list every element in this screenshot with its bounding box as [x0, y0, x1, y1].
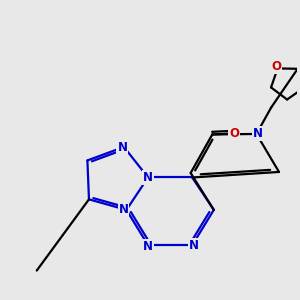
Text: N: N — [189, 239, 199, 252]
Text: N: N — [253, 127, 263, 140]
Text: N: N — [118, 203, 128, 216]
Text: N: N — [117, 141, 128, 154]
Text: N: N — [143, 171, 153, 184]
Text: O: O — [229, 127, 239, 140]
Text: N: N — [143, 240, 153, 253]
Text: O: O — [271, 61, 281, 74]
